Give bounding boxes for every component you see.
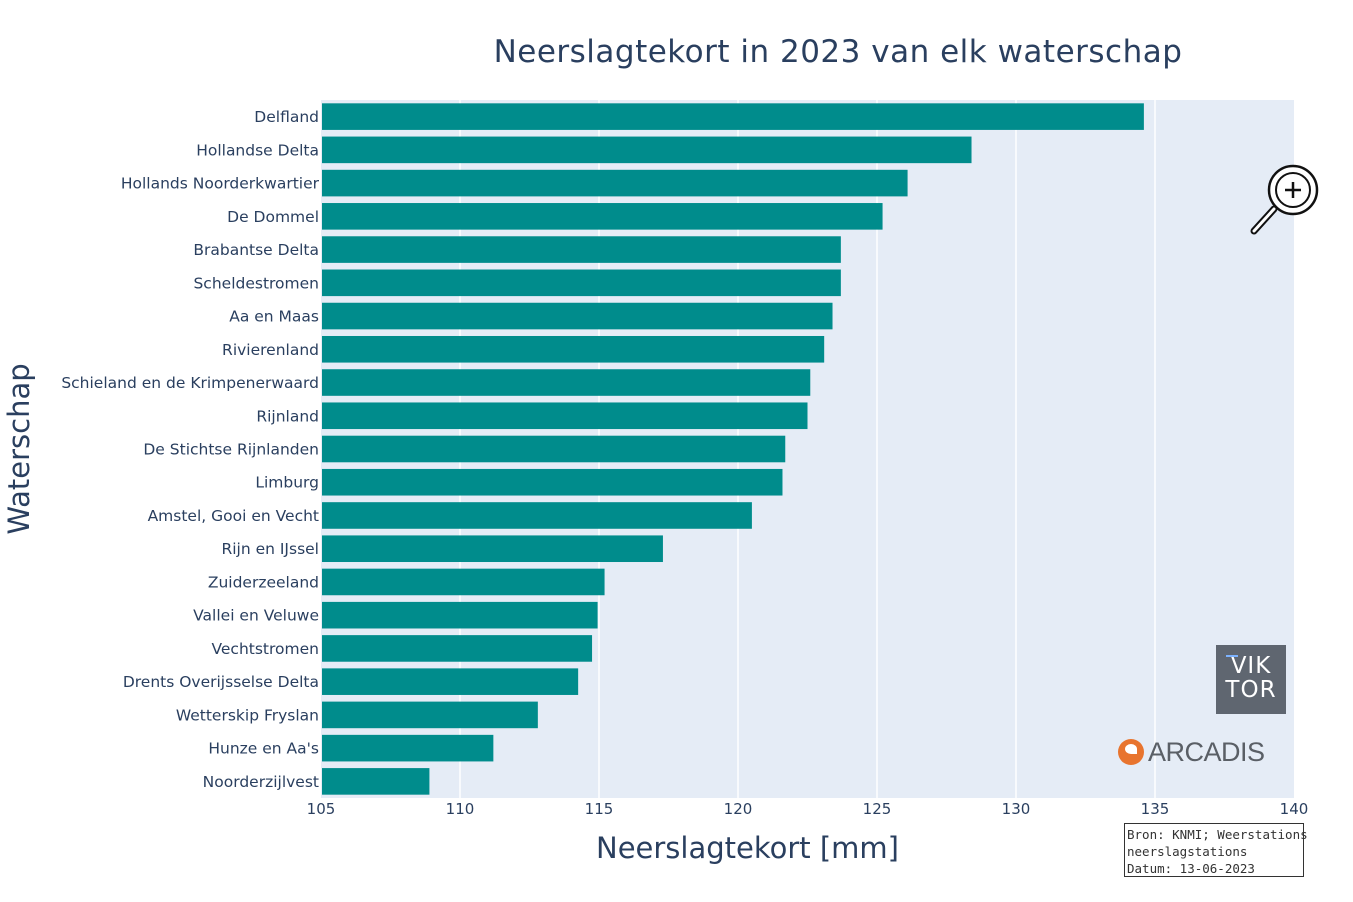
- chart-title: Neerslagtekort in 2023 van elk waterscha…: [493, 34, 1183, 70]
- category-label: Rijnland: [256, 407, 319, 425]
- category-label: De Dommel: [227, 208, 319, 226]
- bar[interactable]: [322, 335, 825, 363]
- category-label: Schieland en de Krimpenerwaard: [61, 374, 319, 392]
- source-line-3: Datum: 13-06-2023: [1127, 861, 1255, 876]
- viktor-logo-line1: VIK: [1230, 653, 1272, 679]
- x-axis-label: Neerslagtekort [mm]: [596, 831, 899, 865]
- arcadis-mark-icon: [1118, 739, 1144, 765]
- bar[interactable]: [322, 136, 972, 164]
- category-label: Zuiderzeeland: [208, 573, 319, 591]
- bars: [322, 103, 1144, 795]
- bar[interactable]: [322, 103, 1144, 130]
- bar[interactable]: [322, 435, 786, 463]
- category-label: Rijn en IJssel: [221, 540, 319, 558]
- viktor-logo: VIK TOR: [1216, 645, 1286, 714]
- bar[interactable]: [322, 269, 841, 297]
- category-label: Drents Overijsselse Delta: [123, 673, 319, 691]
- x-tick-label: 125: [863, 800, 892, 818]
- x-tick-label: 115: [585, 800, 614, 818]
- bar[interactable]: [322, 402, 808, 430]
- arcadis-logo: ARCADIS: [1118, 736, 1265, 768]
- bar[interactable]: [322, 203, 883, 230]
- category-label: Hunze en Aa's: [208, 740, 319, 758]
- x-tick-labels: 105 110 115 120 125 130 135 140: [307, 800, 1309, 818]
- viktor-logo-line2: TOR: [1225, 677, 1277, 703]
- arcadis-wordmark: ARCADIS: [1148, 736, 1265, 767]
- category-labels: Delfland Hollandse Delta Hollands Noorderk…: [61, 108, 319, 791]
- x-tick-label: 110: [446, 800, 475, 818]
- bar[interactable]: [322, 635, 593, 662]
- category-label: Limburg: [255, 474, 319, 492]
- bar[interactable]: [322, 169, 908, 197]
- x-tick-label: 135: [1141, 800, 1170, 818]
- bar[interactable]: [322, 734, 494, 762]
- bar[interactable]: [322, 369, 811, 396]
- bar[interactable]: [322, 601, 598, 629]
- category-label: Brabantse Delta: [193, 241, 319, 259]
- bar[interactable]: [322, 468, 783, 496]
- x-tick-label: 140: [1280, 800, 1309, 818]
- bar[interactable]: [322, 668, 579, 695]
- bar[interactable]: [322, 535, 663, 563]
- bar[interactable]: [322, 236, 841, 263]
- y-axis-label: Waterschap: [2, 363, 36, 534]
- category-label: Vechtstromen: [212, 640, 320, 658]
- x-tick-label: 105: [307, 800, 336, 818]
- category-label: Delfland: [254, 108, 319, 126]
- category-label: Aa en Maas: [229, 308, 319, 326]
- category-label: Wetterskip Fryslan: [176, 706, 319, 724]
- bar[interactable]: [322, 302, 833, 330]
- zoom-in-icon[interactable]: [1248, 163, 1322, 237]
- category-label: Noorderzijlvest: [203, 773, 319, 791]
- category-label: De Stichtse Rijnlanden: [143, 441, 319, 459]
- bar[interactable]: [322, 701, 538, 729]
- bar[interactable]: [322, 768, 430, 795]
- x-tick-label: 120: [724, 800, 753, 818]
- source-line-1: Bron: KNMI; Weerstations: [1127, 827, 1308, 842]
- bar[interactable]: [322, 502, 752, 529]
- x-tick-label: 130: [1002, 800, 1031, 818]
- category-label: Hollands Noorderkwartier: [121, 175, 320, 193]
- category-label: Scheldestromen: [193, 274, 319, 292]
- category-label: Hollandse Delta: [196, 141, 319, 159]
- source-note: Bron: KNMI; Weerstations neerslagstation…: [1124, 823, 1308, 877]
- source-line-2: neerslagstations: [1127, 844, 1248, 859]
- category-label: Amstel, Gooi en Vecht: [148, 507, 319, 525]
- category-label: Vallei en Veluwe: [193, 607, 319, 625]
- category-label: Rivierenland: [222, 341, 319, 359]
- bar[interactable]: [322, 568, 605, 596]
